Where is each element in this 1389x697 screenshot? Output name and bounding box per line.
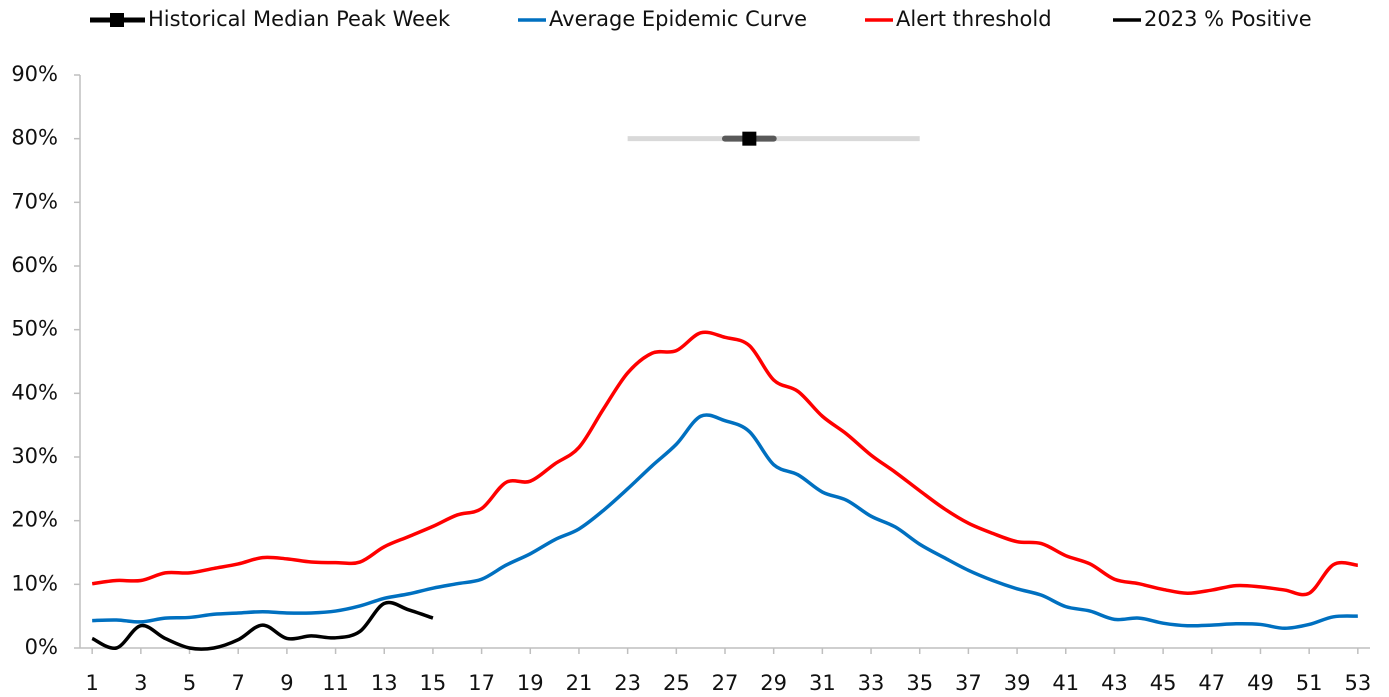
x-tick-label: 51 bbox=[1296, 671, 1323, 695]
x-tick-label: 21 bbox=[566, 671, 593, 695]
y-tick-label: 40% bbox=[11, 380, 58, 404]
y-tick-label: 80% bbox=[11, 126, 58, 150]
legend-marker bbox=[110, 13, 124, 27]
y-tick-label: 20% bbox=[11, 508, 58, 532]
x-tick-label: 39 bbox=[1004, 671, 1031, 695]
x-tick-label: 27 bbox=[712, 671, 739, 695]
x-tick-label: 29 bbox=[760, 671, 787, 695]
x-tick-label: 53 bbox=[1344, 671, 1371, 695]
x-tick-label: 15 bbox=[420, 671, 447, 695]
series-line bbox=[92, 413, 1358, 631]
x-tick-label: 49 bbox=[1247, 671, 1274, 695]
legend-label: 2023 % Positive bbox=[1144, 7, 1312, 31]
x-tick-label: 17 bbox=[468, 671, 495, 695]
x-tick-label: 37 bbox=[955, 671, 982, 695]
x-tick-label: 7 bbox=[232, 671, 245, 695]
legend-label: Historical Median Peak Week bbox=[148, 7, 451, 31]
x-tick-label: 33 bbox=[858, 671, 885, 695]
x-tick-label: 1 bbox=[85, 671, 98, 695]
x-tick-label: 31 bbox=[809, 671, 836, 695]
y-tick-label: 10% bbox=[11, 571, 58, 595]
series-line bbox=[91, 600, 434, 651]
x-tick-label: 5 bbox=[183, 671, 196, 695]
x-tick-label: 45 bbox=[1150, 671, 1177, 695]
x-tick-label: 41 bbox=[1052, 671, 1079, 695]
x-tick-label: 11 bbox=[322, 671, 349, 695]
y-tick-label: 30% bbox=[11, 444, 58, 468]
x-tick-label: 19 bbox=[517, 671, 544, 695]
x-tick-label: 3 bbox=[134, 671, 147, 695]
x-tick-label: 47 bbox=[1198, 671, 1225, 695]
y-tick-label: 0% bbox=[25, 635, 58, 659]
x-tick-label: 25 bbox=[663, 671, 690, 695]
y-tick-label: 60% bbox=[11, 253, 58, 277]
x-tick-label: 35 bbox=[906, 671, 933, 695]
x-tick-label: 9 bbox=[280, 671, 293, 695]
x-tick-label: 43 bbox=[1101, 671, 1128, 695]
x-tick-label: 13 bbox=[371, 671, 398, 695]
legend-label: Average Epidemic Curve bbox=[549, 7, 807, 31]
y-tick-label: 90% bbox=[11, 62, 58, 86]
y-tick-label: 50% bbox=[11, 317, 58, 341]
legend-label: Alert threshold bbox=[896, 7, 1052, 31]
x-tick-label: 23 bbox=[614, 671, 641, 695]
y-tick-label: 70% bbox=[11, 189, 58, 213]
peak-marker bbox=[742, 131, 757, 146]
series-line bbox=[91, 330, 1359, 597]
